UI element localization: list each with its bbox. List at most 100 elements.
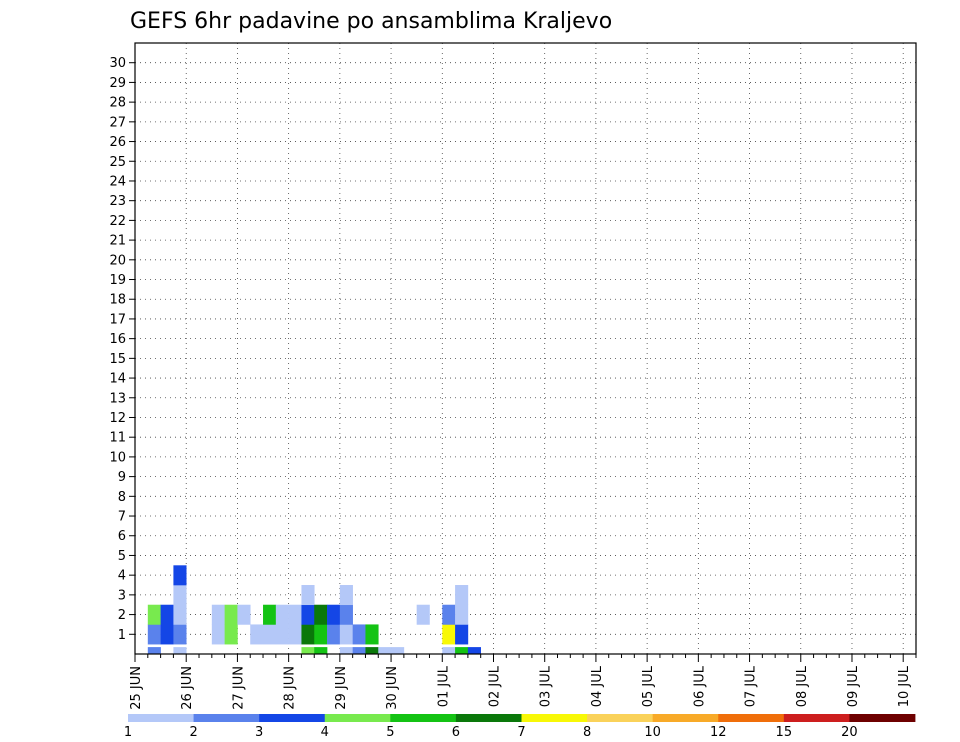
legend-swatch [849,714,916,722]
data-cell [442,604,456,625]
data-cell [442,624,456,645]
x-tick-label: 30 JUN [385,666,400,710]
legend-level-label: 12 [710,725,727,740]
data-cell [224,624,238,645]
data-cell [365,624,379,645]
data-cell [147,604,161,625]
data-cell [173,624,187,645]
y-tick-label: 20 [109,253,126,268]
grid-lines [135,43,916,654]
data-cell [173,565,187,586]
data-cell [301,624,315,645]
data-cell [301,585,315,606]
data-cell [467,647,481,655]
data-cell [173,585,187,606]
data-cell [275,624,289,645]
y-tick-label: 22 [109,214,126,229]
y-tick-label: 1 [118,628,126,643]
data-cell [173,604,187,625]
legend-swatch [718,714,785,722]
y-tick-label: 19 [109,273,126,288]
y-tick-label: 10 [109,450,126,465]
plot-background [135,43,916,654]
x-tick-label: 06 JUL [692,665,707,707]
data-cell [314,624,328,645]
legend-level-label: 5 [386,725,394,740]
x-tick-label: 10 JUL [897,665,912,707]
y-tick-label: 5 [118,549,126,564]
legend-level-label: 6 [452,725,460,740]
data-cell [455,585,469,606]
legend-level-label: 10 [644,725,661,740]
data-cell [301,647,315,655]
x-tick-label: 02 JUL [487,665,502,707]
data-cell [455,604,469,625]
y-tick-label: 12 [109,411,126,426]
data-cell [339,647,353,655]
data-cell [416,604,430,625]
legend-level-label: 1 [124,725,132,740]
y-tick-label: 28 [109,96,126,111]
y-tick-label: 21 [109,234,126,249]
y-axis: 1234567891011121314151617181920212223242… [109,56,135,643]
y-tick-label: 17 [109,312,126,327]
legend-level-label: 4 [321,725,329,740]
y-tick-label: 7 [118,510,126,525]
y-tick-label: 8 [118,490,126,505]
data-cell [237,604,251,625]
x-tick-label: 25 JUN [129,666,144,710]
data-cell [160,624,174,645]
legend-swatch [783,714,850,722]
legend-swatch [193,714,260,722]
data-cells [147,565,481,655]
data-cell [263,624,277,645]
data-cell [314,604,328,625]
data-cell [455,624,469,645]
legend-swatch [390,714,457,722]
y-tick-label: 15 [109,352,126,367]
data-cell [327,624,341,645]
x-tick-label: 27 JUN [231,666,246,710]
legend-swatch [455,714,522,722]
y-tick-label: 25 [109,155,126,170]
legend-level-label: 2 [189,725,197,740]
y-tick-label: 16 [109,332,126,347]
x-tick-label: 09 JUL [846,665,861,707]
x-tick-label: 05 JUL [641,665,656,707]
x-tick-label: 28 JUN [283,666,298,710]
data-cell [314,647,328,655]
data-cell [211,624,225,645]
legend-swatch [259,714,326,722]
plot-frame [134,42,917,655]
y-tick-label: 2 [118,608,126,623]
legend-level-label: 3 [255,725,263,740]
y-tick-label: 23 [109,194,126,209]
y-tick-label: 24 [109,174,126,189]
legend-level-label: 20 [841,725,858,740]
y-tick-label: 3 [118,588,126,603]
data-cell [288,604,302,625]
legend-level-label: 15 [776,725,793,740]
x-tick-label: 26 JUN [180,666,195,710]
x-tick-label: 07 JUL [744,665,759,707]
y-tick-label: 4 [118,569,126,584]
x-tick-label: 03 JUL [539,665,554,707]
data-cell [263,604,277,625]
y-tick-label: 30 [109,56,126,71]
data-cell [288,624,302,645]
data-cell [339,624,353,645]
data-cell [147,647,161,655]
y-tick-label: 6 [118,529,126,544]
data-cell [173,647,187,655]
legend-swatch [652,714,719,722]
y-tick-label: 9 [118,470,126,485]
y-tick-label: 14 [109,372,126,387]
y-tick-label: 29 [109,76,126,91]
data-cell [147,624,161,645]
data-cell [211,604,225,625]
x-axis: 25 JUN 26 JUN 27 JUN 28 JUN 29 JUN 30 JUN 01 J… [129,654,917,710]
data-cell [301,604,315,625]
legend-level-label: 7 [517,725,525,740]
y-tick-label: 13 [109,391,126,406]
